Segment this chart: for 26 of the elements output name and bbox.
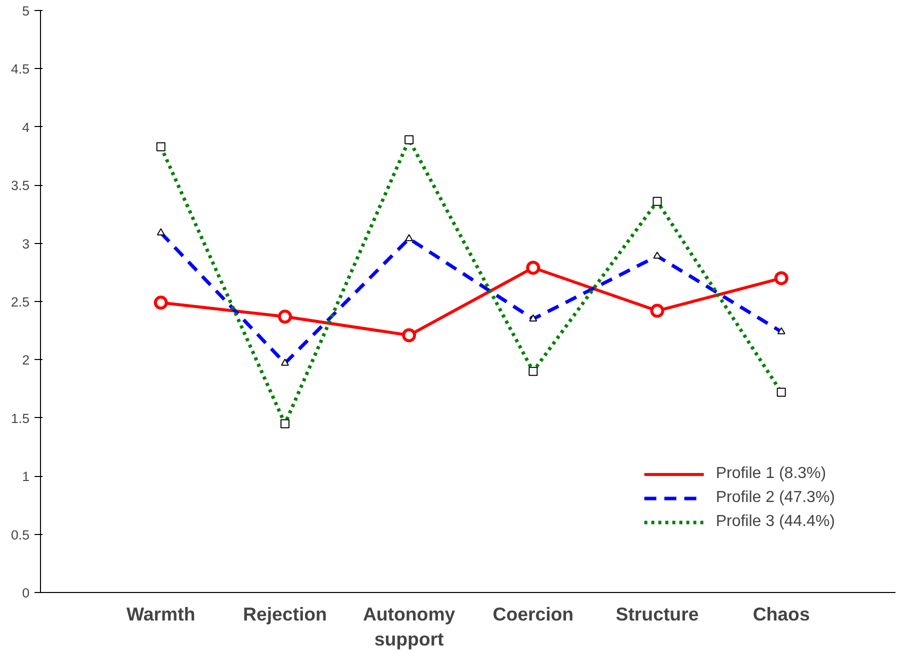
- y-tick-label: 2.5: [10, 294, 30, 310]
- y-tick-label: 3: [22, 236, 30, 252]
- x-tick-label: Chaos: [752, 604, 810, 624]
- y-tick-label: 3.5: [10, 178, 30, 194]
- y-tick-label: 5: [22, 4, 30, 18]
- legend-label: Profile 3 (44.4%): [716, 513, 835, 531]
- x-tick-label: Structure: [616, 604, 699, 624]
- y-tick-label: 0: [22, 586, 30, 600]
- point: [154, 296, 168, 310]
- point: [278, 310, 292, 324]
- y-tick-label: 1.5: [10, 410, 30, 426]
- y-tick-label: 2: [22, 352, 30, 368]
- y-tick-label: 0.5: [10, 527, 30, 542]
- x-tick-label: Warmth: [126, 604, 196, 624]
- legend-label: Profile 1 (8.3%): [716, 465, 826, 483]
- x-tick-label: Coercion: [492, 604, 574, 624]
- point: [526, 260, 540, 275]
- legend-label: Profile 2 (47.3%): [716, 489, 835, 507]
- y-tick-label: 1: [22, 469, 30, 484]
- y-tick-label: 4.5: [10, 62, 30, 77]
- y-tick-label: 4: [22, 120, 30, 135]
- x-tick-label: Autonomy support: [362, 604, 456, 650]
- point: [402, 328, 416, 342]
- point: [774, 271, 788, 286]
- point: [650, 304, 664, 318]
- x-tick-label: Rejection: [242, 604, 327, 624]
